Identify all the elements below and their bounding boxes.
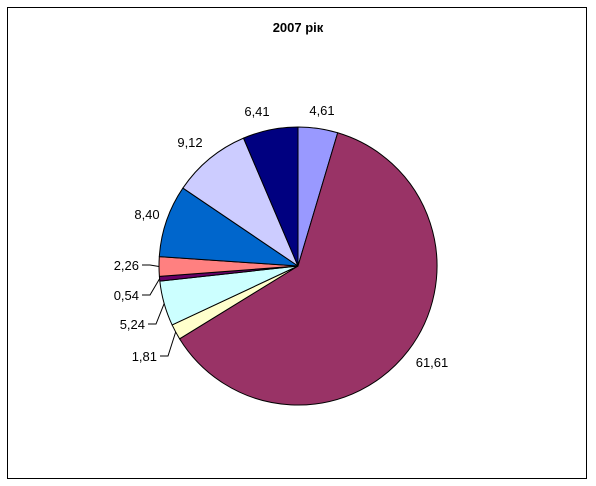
data-label: 5,24 xyxy=(120,317,145,332)
data-label: 8,40 xyxy=(134,207,159,222)
leader-line xyxy=(160,331,177,357)
chart-title: 2007 рік xyxy=(273,20,324,35)
leader-lines xyxy=(142,264,177,357)
pie-slice xyxy=(243,126,299,267)
pie-slice xyxy=(179,132,438,406)
data-label: 6,41 xyxy=(244,104,269,119)
data-label: 9,12 xyxy=(177,135,202,150)
leader-line xyxy=(148,303,165,325)
data-label: 2,26 xyxy=(114,258,139,273)
data-label: 4,61 xyxy=(309,103,334,118)
data-label: 61,61 xyxy=(416,355,449,370)
leader-line xyxy=(142,264,160,268)
data-label: 1,81 xyxy=(132,349,157,364)
pie-slices xyxy=(158,126,438,406)
data-labels: 4,61 61,61 1,81 5,24 0,54 2,26 8,40 9,12 6,41 xyxy=(114,103,449,370)
leader-line xyxy=(142,278,161,296)
pie-slice xyxy=(182,137,299,267)
data-label: 0,54 xyxy=(114,288,139,303)
